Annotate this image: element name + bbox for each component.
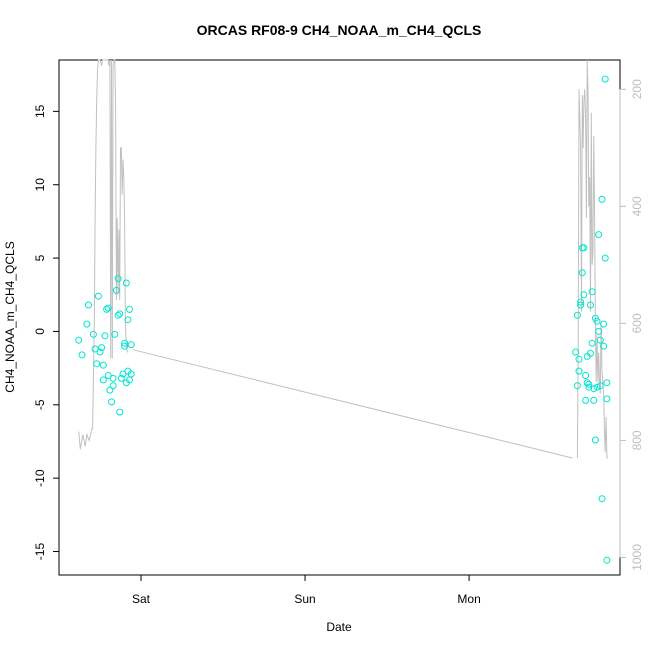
data-point	[598, 495, 606, 503]
data-point	[577, 301, 585, 309]
data-point	[587, 301, 594, 309]
data-point	[124, 316, 132, 324]
x-tick-label: Mon	[457, 592, 480, 606]
data-point	[127, 370, 135, 378]
data-point	[603, 556, 611, 564]
data-point	[601, 75, 609, 83]
data-point	[585, 383, 593, 391]
data-point	[601, 254, 609, 262]
data-point	[591, 436, 599, 444]
data-point	[116, 408, 124, 416]
y-tick-label: 0	[33, 328, 47, 335]
data-point	[103, 305, 111, 313]
data-point	[587, 349, 594, 357]
data-point	[580, 291, 588, 299]
data-point	[109, 374, 117, 382]
data-point	[573, 311, 581, 319]
data-point	[98, 344, 106, 352]
data-point	[580, 244, 588, 252]
chart-title: ORCAS RF08-9 CH4_NOAA_m_CH4_QCLS	[197, 22, 482, 38]
data-point	[96, 348, 104, 356]
pressure-tick-label: 400	[630, 196, 644, 216]
x-tick-label: Sun	[294, 592, 315, 606]
data-point	[108, 398, 115, 406]
pressure-line-segment	[576, 59, 608, 459]
data-point	[101, 332, 109, 340]
data-point	[75, 336, 83, 344]
data-point	[595, 327, 603, 335]
data-point	[600, 342, 608, 350]
data-point	[121, 339, 129, 347]
data-point	[94, 292, 102, 300]
data-point	[595, 231, 603, 239]
data-point	[83, 320, 91, 328]
data-point	[114, 311, 122, 319]
x-axis-label: Date	[326, 620, 352, 634]
data-point	[93, 360, 101, 368]
x-tick-label: Sat	[132, 592, 151, 606]
data-point	[112, 286, 120, 294]
data-point	[575, 355, 583, 363]
data-point	[126, 305, 133, 313]
data-point	[109, 382, 117, 390]
data-point	[590, 385, 598, 393]
y-axis-label: CH4_NOAA_m_CH4_QCLS	[3, 241, 17, 392]
data-point	[582, 396, 590, 404]
data-point	[111, 330, 119, 338]
pressure-tick-label: 600	[630, 313, 644, 333]
data-point	[89, 330, 97, 338]
data-point	[91, 345, 99, 353]
y-tick-label: 10	[33, 178, 47, 192]
data-point	[575, 367, 583, 375]
data-point	[603, 395, 611, 403]
pressure-axis: 200 400 600 800 1000	[619, 79, 644, 571]
data-point	[588, 288, 596, 296]
y-axis: -15 -10 -5 0 5 10 15	[33, 104, 60, 561]
data-point	[593, 383, 601, 391]
pressure-tick-label: 800	[630, 430, 644, 450]
data-point	[114, 275, 122, 283]
data-point	[99, 361, 107, 369]
y-tick-label: -15	[33, 543, 47, 561]
data-point	[590, 396, 598, 404]
data-point	[122, 279, 130, 287]
y-tick-label: -5	[33, 399, 47, 410]
data-point	[127, 341, 135, 349]
x-axis: Sat Sun Mon	[132, 574, 481, 606]
data-point	[583, 379, 591, 387]
data-point	[116, 310, 124, 318]
data-point	[121, 342, 129, 350]
data-point	[578, 269, 586, 277]
data-point	[593, 317, 601, 325]
data-point	[572, 348, 580, 356]
data-point	[600, 320, 608, 328]
data-point	[577, 298, 585, 306]
data-points	[75, 75, 611, 564]
data-point	[573, 382, 581, 390]
pressure-line-segment	[78, 59, 129, 450]
data-point	[603, 379, 611, 387]
data-point	[596, 382, 604, 390]
data-point	[596, 336, 604, 344]
pressure-line-link	[132, 349, 573, 459]
data-point	[598, 195, 606, 203]
data-point	[104, 304, 112, 312]
data-point	[85, 301, 92, 309]
plot-area	[58, 59, 621, 576]
y-tick-label: -10	[33, 469, 47, 487]
data-point	[585, 380, 593, 388]
data-point	[588, 339, 596, 347]
plot-frame	[58, 59, 621, 576]
data-point	[99, 376, 107, 384]
pressure-tick-label: 1000	[630, 544, 644, 571]
data-point	[78, 351, 86, 359]
pressure-lines	[78, 59, 608, 459]
data-point	[582, 372, 590, 379]
data-point	[117, 374, 125, 382]
y-tick-label: 15	[33, 104, 47, 118]
pressure-tick-label: 200	[630, 79, 644, 99]
y-tick-label: 5	[33, 254, 47, 261]
